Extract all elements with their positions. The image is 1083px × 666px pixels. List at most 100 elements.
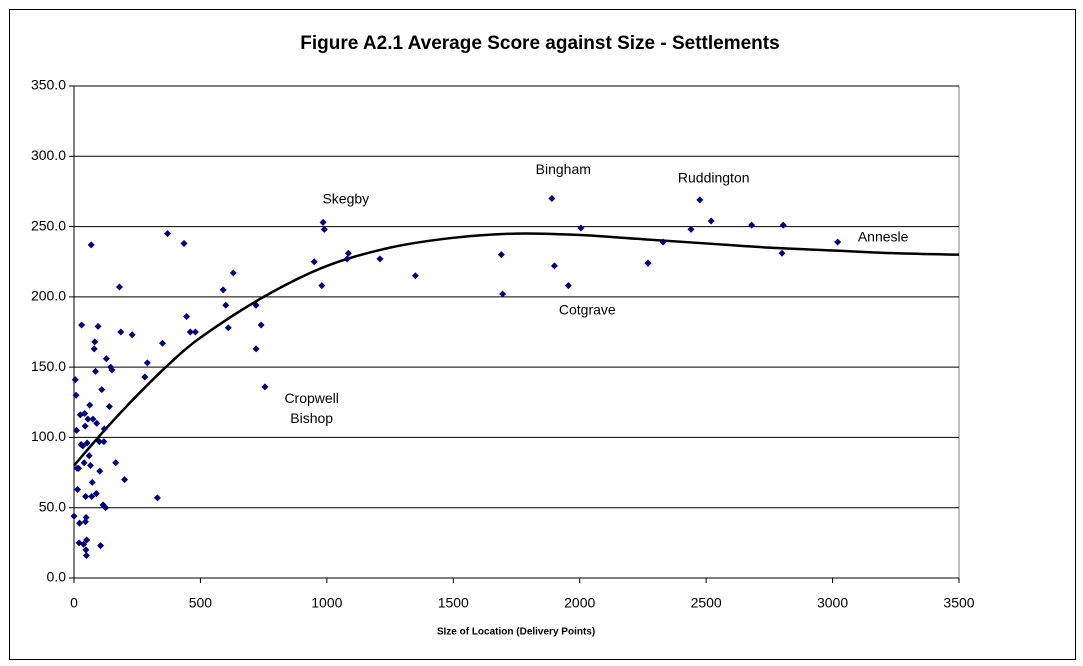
point xyxy=(257,321,265,329)
point xyxy=(164,230,172,238)
plot-area xyxy=(73,85,960,579)
annotation: Ruddington xyxy=(678,169,750,185)
point xyxy=(548,194,556,202)
point xyxy=(222,301,230,309)
point xyxy=(83,439,91,447)
point xyxy=(180,239,188,247)
point xyxy=(121,476,129,484)
point xyxy=(96,467,104,475)
point xyxy=(92,490,100,498)
point xyxy=(644,259,652,267)
point xyxy=(159,339,166,347)
point xyxy=(88,492,96,500)
y-tick-label: 250.0 xyxy=(31,217,66,233)
point xyxy=(102,504,110,512)
point xyxy=(186,328,194,336)
point xyxy=(659,238,667,246)
point xyxy=(85,452,93,460)
point xyxy=(81,422,89,430)
point xyxy=(78,321,86,329)
point xyxy=(834,238,842,246)
point xyxy=(153,494,161,502)
point xyxy=(91,367,99,375)
point xyxy=(779,221,787,229)
point xyxy=(707,217,715,225)
annotation: Bingham xyxy=(536,161,591,177)
point xyxy=(143,359,151,367)
point xyxy=(141,373,149,381)
y-tick-label: 0.0 xyxy=(47,569,67,585)
y-tick-label: 200.0 xyxy=(31,288,66,304)
point xyxy=(94,322,102,330)
point xyxy=(105,403,113,411)
point xyxy=(344,249,352,257)
point xyxy=(90,345,98,353)
annotation: Annesle xyxy=(858,229,909,245)
y-tick-label: 100.0 xyxy=(31,428,66,444)
y-tick-label: 350.0 xyxy=(31,77,66,93)
annotation: Bishop xyxy=(290,410,333,426)
point xyxy=(320,225,328,233)
x-tick-label: 500 xyxy=(189,595,213,611)
point xyxy=(88,478,96,486)
point xyxy=(95,438,103,446)
x-tick-label: 3000 xyxy=(817,595,848,611)
y-tick-label: 150.0 xyxy=(31,358,66,374)
annotation: Skegby xyxy=(322,191,369,207)
x-tick-label: 2500 xyxy=(691,595,722,611)
point xyxy=(550,262,558,270)
point xyxy=(98,386,106,394)
point xyxy=(80,540,88,548)
point xyxy=(318,282,326,290)
point xyxy=(80,459,88,467)
x-tick-label: 1000 xyxy=(311,595,342,611)
point xyxy=(117,328,125,336)
point xyxy=(89,415,97,423)
y-tick-label: 50.0 xyxy=(39,498,66,514)
annotation: Cropwell xyxy=(284,390,338,406)
point xyxy=(229,269,237,277)
point xyxy=(128,331,136,339)
point xyxy=(81,410,89,418)
point xyxy=(687,225,695,233)
point xyxy=(778,249,786,257)
point xyxy=(261,383,269,391)
point xyxy=(183,313,191,321)
point xyxy=(82,552,90,560)
x-axis-label: SIze of Location (Delivery Points) xyxy=(437,627,595,638)
point xyxy=(376,255,384,263)
point xyxy=(108,366,116,374)
point xyxy=(696,196,704,204)
point xyxy=(84,415,92,423)
point xyxy=(91,338,99,346)
point xyxy=(411,272,419,280)
x-tick-label: 3500 xyxy=(943,595,974,611)
point xyxy=(74,485,82,493)
point xyxy=(112,459,120,467)
point xyxy=(116,283,124,291)
chart-title: Figure A2.1 Average Score against Size -… xyxy=(300,33,779,54)
point xyxy=(97,542,105,550)
x-tick-label: 0 xyxy=(70,595,78,611)
point xyxy=(191,328,199,336)
point xyxy=(76,519,84,527)
point xyxy=(73,426,81,434)
point xyxy=(83,536,91,544)
x-tick-label: 1500 xyxy=(438,595,469,611)
y-tick-label: 300.0 xyxy=(31,147,66,163)
point xyxy=(224,324,232,332)
point xyxy=(79,442,87,450)
annotation: Cotgrave xyxy=(559,302,616,318)
x-tick-label: 2000 xyxy=(564,595,595,611)
point xyxy=(93,419,101,427)
point xyxy=(310,258,318,266)
point xyxy=(219,286,227,294)
point xyxy=(86,401,94,409)
point xyxy=(100,425,108,433)
trend-line xyxy=(73,232,960,467)
point xyxy=(75,464,83,472)
point xyxy=(577,224,585,232)
point xyxy=(87,241,95,249)
point xyxy=(343,255,351,263)
